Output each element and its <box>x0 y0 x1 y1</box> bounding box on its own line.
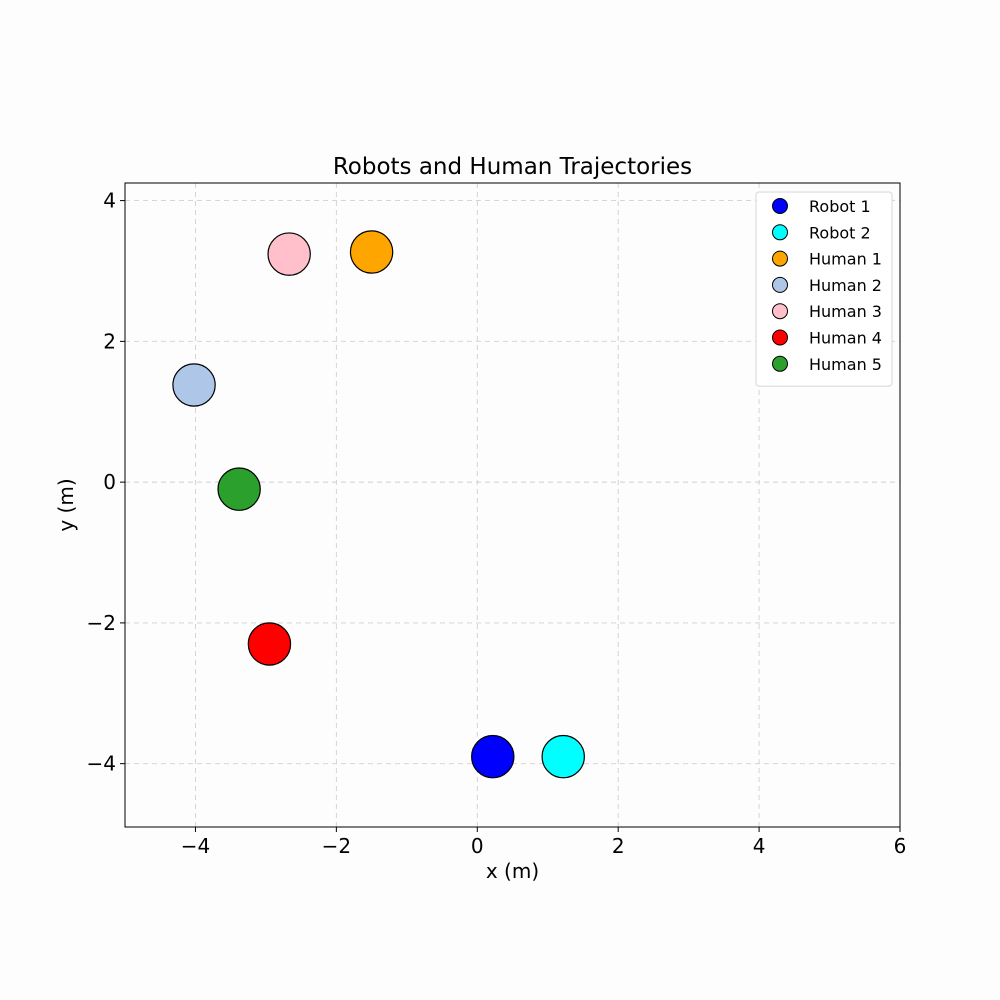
y-tick-label-1: −2 <box>87 611 116 635</box>
marker-robot-1 <box>471 734 515 779</box>
x-tick-label-5: 6 <box>894 834 907 858</box>
legend-label-human-4: Human 4 <box>809 329 882 348</box>
marker-human-1 <box>349 230 394 274</box>
legend-marker-human-5 <box>772 355 788 372</box>
x-axis-title: x (m) <box>486 859 539 883</box>
chart-title: Robots and Human Trajectories <box>333 154 692 180</box>
marker-robot-2 <box>541 734 585 779</box>
legend-label-robot-1: Robot 1 <box>809 197 871 216</box>
x-tick-label-3: 2 <box>612 834 625 858</box>
y-axis-title: y (m) <box>54 478 78 531</box>
x-tick-label-1: −2 <box>322 834 351 858</box>
data-points <box>172 230 585 779</box>
legend-marker-human-4 <box>772 329 788 346</box>
legend-marker-human-2 <box>772 276 788 293</box>
legend-label-human-1: Human 1 <box>809 250 882 269</box>
y-tick-label-4: 4 <box>103 189 116 213</box>
legend-marker-robot-2 <box>772 224 788 241</box>
marker-human-2 <box>172 363 216 407</box>
marker-human-5 <box>217 467 261 511</box>
y-axis-ticks: −4 −2 0 2 4 <box>87 189 125 776</box>
y-tick-label-2: 0 <box>103 470 116 494</box>
legend-marker-human-3 <box>772 303 788 320</box>
legend-marker-human-1 <box>772 250 788 267</box>
legend-label-human-5: Human 5 <box>809 355 882 374</box>
y-tick-label-3: 2 <box>103 329 116 353</box>
x-axis-ticks: −4 −2 0 2 4 6 <box>181 827 907 858</box>
marker-human-4 <box>247 622 292 666</box>
x-tick-label-0: −4 <box>181 834 210 858</box>
x-tick-label-2: 0 <box>471 834 484 858</box>
legend-label-human-2: Human 2 <box>809 276 882 295</box>
plot-area-frame <box>124 182 901 828</box>
x-tick-label-4: 4 <box>753 834 766 858</box>
legend-marker-robot-1 <box>772 198 788 214</box>
marker-human-3 <box>267 232 311 276</box>
legend-box <box>755 191 893 387</box>
y-tick-label-0: −4 <box>87 752 116 776</box>
legend-label-robot-2: Robot 2 <box>809 223 871 242</box>
legend: Robot 1 Robot 2 Human 1 Human 2 Human 3 Human… <box>755 191 893 387</box>
legend-label-human-3: Human 3 <box>809 302 882 321</box>
